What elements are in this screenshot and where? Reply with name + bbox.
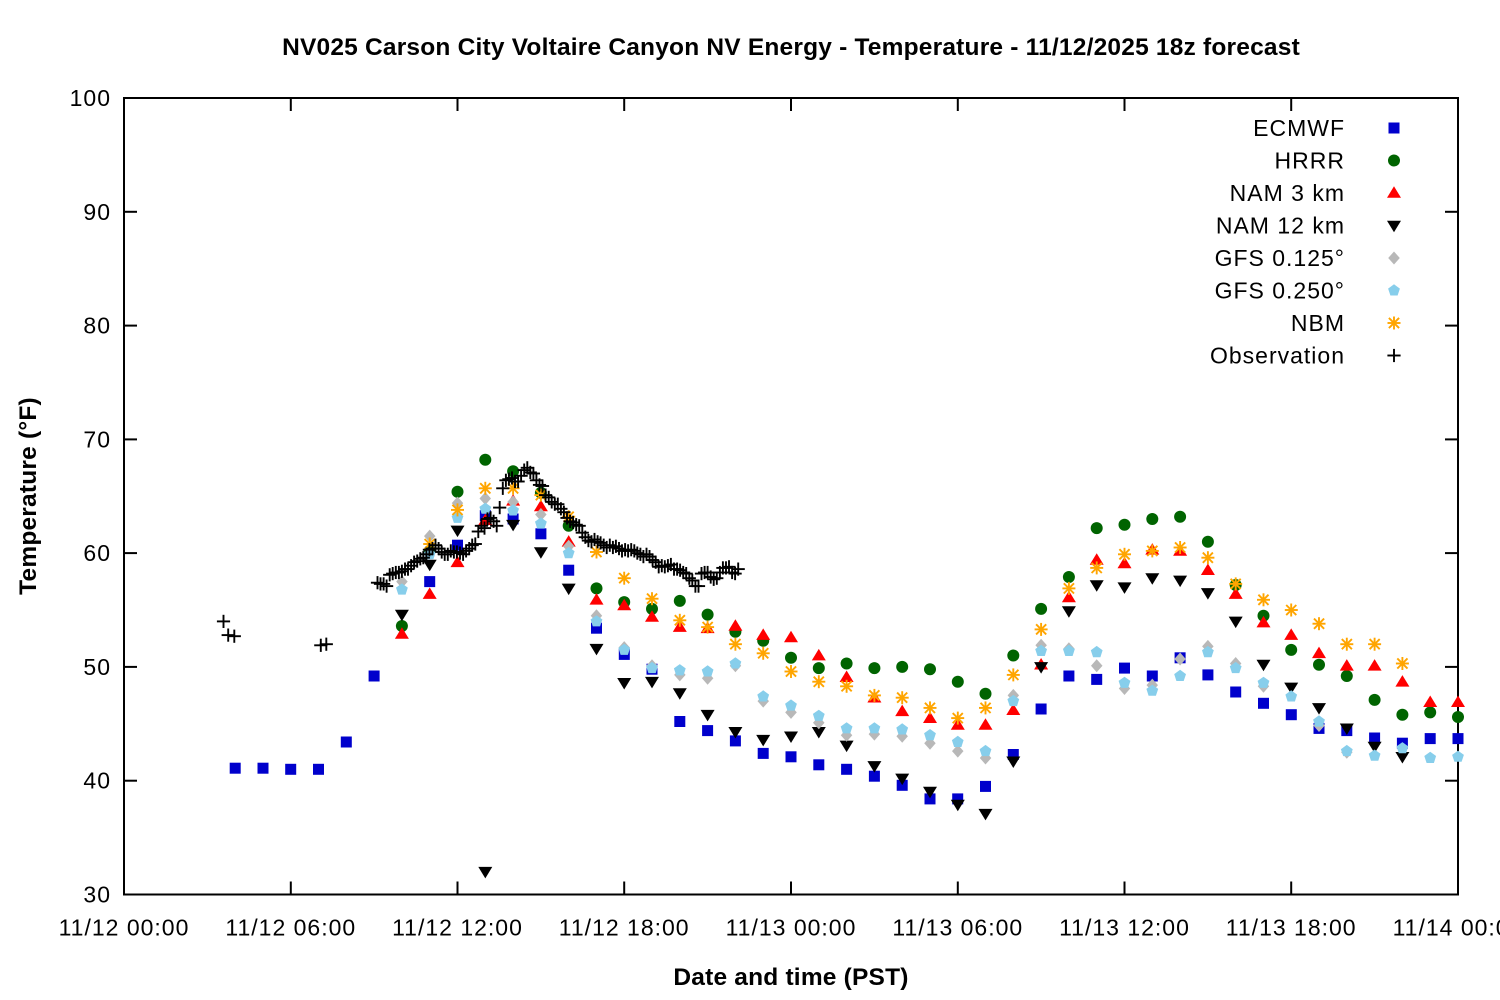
svg-text:11/13 18:00: 11/13 18:00 [1226, 915, 1357, 941]
svg-text:NBM: NBM [1291, 310, 1345, 336]
svg-text:HRRR: HRRR [1275, 148, 1345, 174]
svg-text:11/13 12:00: 11/13 12:00 [1059, 915, 1190, 941]
svg-text:11/13 00:00: 11/13 00:00 [726, 915, 857, 941]
svg-text:11/12 00:00: 11/12 00:00 [59, 915, 190, 941]
svg-text:NV025 Carson City Voltaire Can: NV025 Carson City Voltaire Canyon NV Ene… [282, 34, 1300, 61]
svg-text:11/14 00:00: 11/14 00:00 [1393, 915, 1500, 941]
svg-text:40: 40 [83, 768, 111, 794]
svg-text:NAM 3 km: NAM 3 km [1230, 180, 1345, 206]
svg-text:50: 50 [83, 654, 111, 680]
svg-text:30: 30 [83, 882, 111, 908]
svg-text:11/12 06:00: 11/12 06:00 [225, 915, 356, 941]
svg-text:60: 60 [83, 540, 111, 566]
svg-text:Observation: Observation [1210, 343, 1345, 369]
svg-text:GFS 0.250°: GFS 0.250° [1215, 278, 1345, 304]
svg-text:11/12 12:00: 11/12 12:00 [392, 915, 523, 941]
svg-text:11/13 06:00: 11/13 06:00 [892, 915, 1023, 941]
svg-text:GFS 0.125°: GFS 0.125° [1215, 245, 1345, 271]
svg-text:100: 100 [70, 85, 111, 111]
svg-text:11/12 18:00: 11/12 18:00 [559, 915, 690, 941]
svg-text:90: 90 [83, 199, 111, 225]
svg-text:80: 80 [83, 313, 111, 339]
svg-text:Temperature (°F): Temperature (°F) [15, 397, 42, 595]
svg-text:ECMWF: ECMWF [1253, 115, 1345, 141]
svg-text:NAM 12 km: NAM 12 km [1216, 213, 1345, 239]
svg-text:70: 70 [83, 426, 111, 452]
svg-text:Date and time (PST): Date and time (PST) [673, 964, 908, 991]
